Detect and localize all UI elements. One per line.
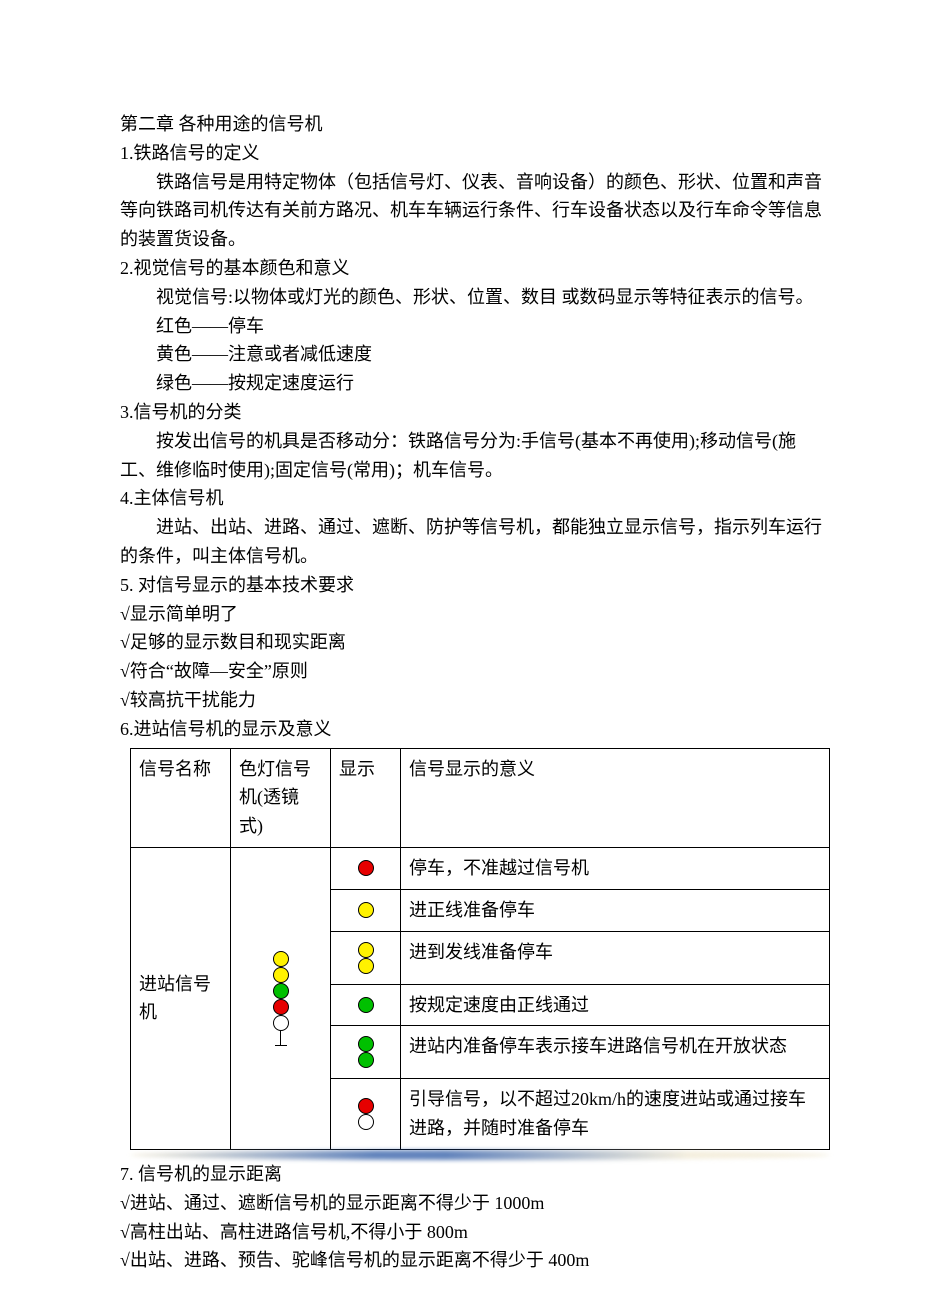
color-yellow: 黄色——注意或者减低速度 xyxy=(120,340,830,369)
table-row: 进站信号机停车，不准越过信号机 xyxy=(131,847,830,889)
section-4-body: 进站、出站、进路、通过、遮断、防护等信号机，都能独立显示信号，指示列车运行的条件… xyxy=(120,513,830,571)
color-green: 绿色——按规定速度运行 xyxy=(120,369,830,398)
display-cell xyxy=(331,1026,401,1079)
lamp-dot-icon xyxy=(273,999,289,1015)
meaning-cell: 进正线准备停车 xyxy=(401,889,830,931)
list-item: √高柱出站、高柱进路信号机,不得小于 800m xyxy=(120,1218,830,1247)
lamp-dot-icon xyxy=(358,942,374,958)
section-1-body: 铁路信号是用特定物体（包括信号灯、仪表、音响设备）的颜色、形状、位置和声音等向铁… xyxy=(120,168,830,254)
row-label: 进站信号机 xyxy=(131,847,231,1149)
section-5-heading: 5. 对信号显示的基本技术要求 xyxy=(120,571,830,600)
meaning-cell: 停车，不准越过信号机 xyxy=(401,847,830,889)
section-7-list: √进站、通过、遮断信号机的显示距离不得少于 1000m√高柱出站、高柱进路信号机… xyxy=(120,1189,830,1275)
lamp-dot-icon xyxy=(358,1036,374,1052)
list-item: √出站、进路、预告、驼峰信号机的显示距离不得少于 400m xyxy=(120,1246,830,1275)
list-item: √进站、通过、遮断信号机的显示距离不得少于 1000m xyxy=(120,1189,830,1218)
meaning-cell: 进到发线准备停车 xyxy=(401,931,830,984)
chapter-title: 第二章 各种用途的信号机 xyxy=(120,110,830,139)
section-1-heading: 1.铁路信号的定义 xyxy=(120,139,830,168)
meaning-cell: 进站内准备停车表示接车进路信号机在开放状态 xyxy=(401,1026,830,1079)
lamp-stack xyxy=(339,898,392,922)
lamp-stem-icon xyxy=(280,1031,282,1045)
table-header-row: 信号名称 色灯信号机(透镜式) 显示 信号显示的意义 xyxy=(131,748,830,847)
display-cell xyxy=(331,984,401,1026)
list-item: √足够的显示数目和现实距离 xyxy=(120,628,830,657)
lamp-dot-icon xyxy=(273,1015,289,1031)
section-7-heading: 7. 信号机的显示距离 xyxy=(120,1160,830,1189)
section-3-body: 按发出信号的机具是否移动分：铁路信号分为:手信号(基本不再使用);移动信号(施工… xyxy=(120,427,830,485)
lamp-dot-icon xyxy=(358,902,374,918)
th-display: 显示 xyxy=(331,748,401,847)
lamp-stack xyxy=(339,938,392,978)
th-name: 信号名称 xyxy=(131,748,231,847)
display-cell xyxy=(331,1079,401,1150)
display-cell xyxy=(331,889,401,931)
lamp-dot-icon xyxy=(273,983,289,999)
display-cell xyxy=(331,931,401,984)
lamp-dot-icon xyxy=(358,1098,374,1114)
meaning-cell: 引导信号，以不超过20km/h的速度进站或通过接车进路，并随时准备停车 xyxy=(401,1079,830,1150)
signal-table: 信号名称 色灯信号机(透镜式) 显示 信号显示的意义 进站信号机停车，不准越过信… xyxy=(130,748,830,1150)
lamp-stack xyxy=(239,947,322,1051)
lamp-dot-icon xyxy=(358,958,374,974)
lamp-dot-icon xyxy=(358,1052,374,1068)
lamp-diagram-cell xyxy=(231,847,331,1149)
lamp-stack xyxy=(339,1032,392,1072)
lamp-dot-icon xyxy=(358,1114,374,1130)
lamp-dot-icon xyxy=(358,860,374,876)
lamp-dot-icon xyxy=(273,967,289,983)
list-item: √符合“故障—安全”原则 xyxy=(120,657,830,686)
th-meaning: 信号显示的意义 xyxy=(401,748,830,847)
list-item: √显示简单明了 xyxy=(120,600,830,629)
meaning-cell: 按规定速度由正线通过 xyxy=(401,984,830,1026)
section-2-heading: 2.视觉信号的基本颜色和意义 xyxy=(120,254,830,283)
section-5-list: √显示简单明了√足够的显示数目和现实距离√符合“故障—安全”原则√较高抗干扰能力 xyxy=(120,600,830,715)
lamp-dot-icon xyxy=(358,997,374,1013)
th-lamp: 色灯信号机(透镜式) xyxy=(231,748,331,847)
lamp-stack xyxy=(339,1094,392,1134)
display-cell xyxy=(331,847,401,889)
list-item: √较高抗干扰能力 xyxy=(120,686,830,715)
section-3-heading: 3.信号机的分类 xyxy=(120,398,830,427)
lamp-stack xyxy=(339,993,392,1017)
lamp-dot-icon xyxy=(273,951,289,967)
color-red: 红色——停车 xyxy=(120,312,830,341)
lamp-base-icon xyxy=(275,1045,287,1047)
section-6-heading: 6.进站信号机的显示及意义 xyxy=(120,715,830,744)
table-shadow xyxy=(130,1150,830,1160)
section-2-body: 视觉信号:以物体或灯光的颜色、形状、位置、数目 或数码显示等特征表示的信号。 xyxy=(120,283,830,312)
lamp-stack xyxy=(339,856,392,880)
section-4-heading: 4.主体信号机 xyxy=(120,484,830,513)
